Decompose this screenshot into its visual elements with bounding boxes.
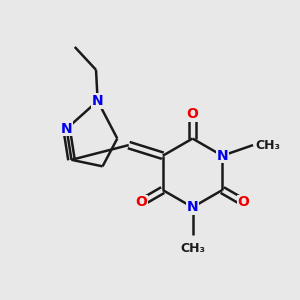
Text: N: N: [187, 200, 198, 214]
Text: O: O: [187, 107, 199, 121]
Text: O: O: [238, 195, 250, 209]
Text: CH₃: CH₃: [255, 139, 280, 152]
Text: N: N: [61, 122, 72, 136]
Text: CH₃: CH₃: [180, 242, 205, 255]
Text: N: N: [92, 94, 103, 108]
Text: O: O: [136, 195, 148, 209]
Text: N: N: [217, 149, 228, 163]
